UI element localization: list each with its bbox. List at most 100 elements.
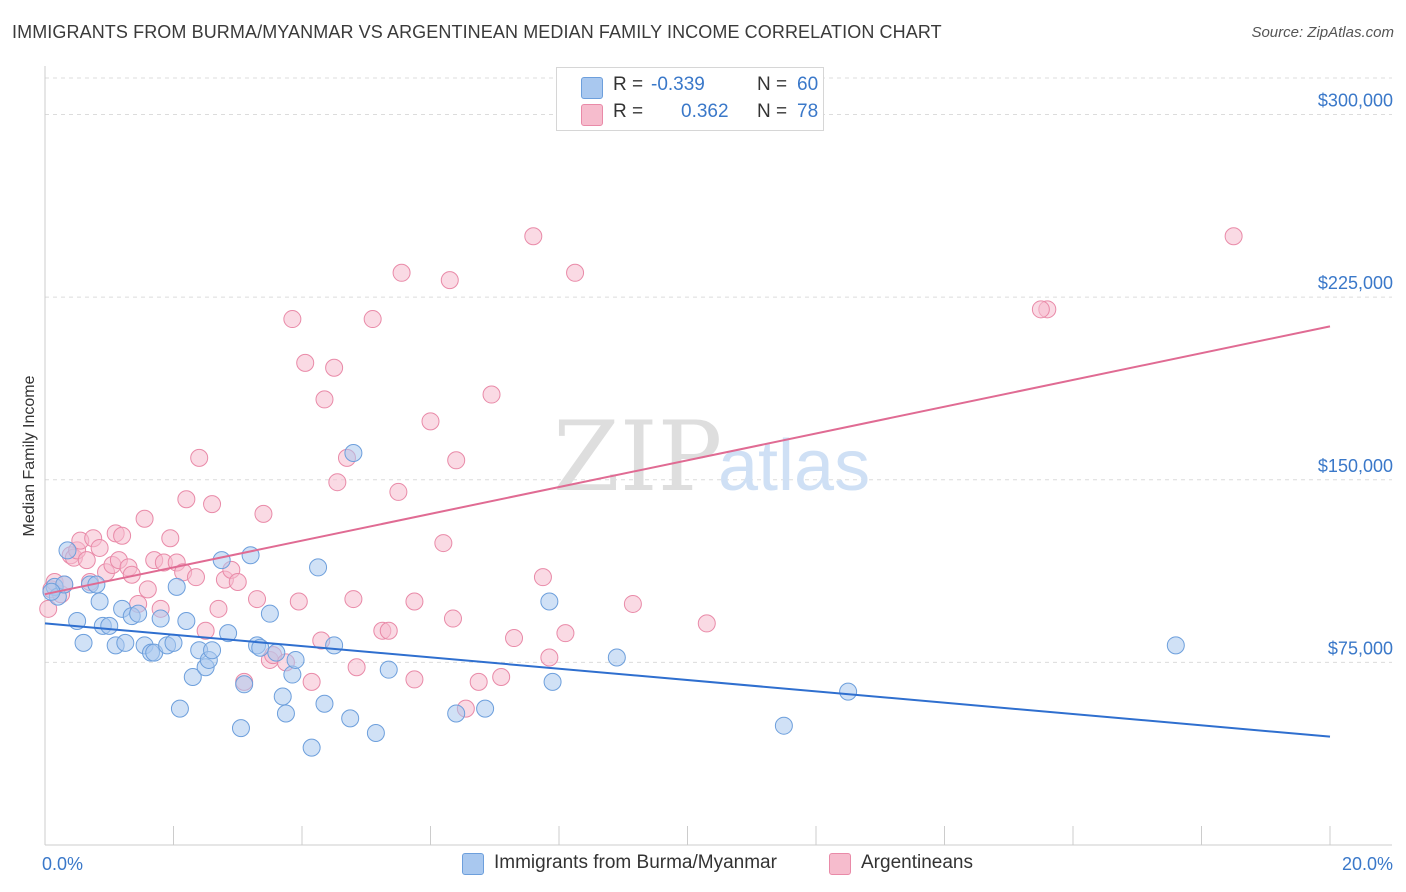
legend-swatch-blue [581, 77, 603, 99]
argentineans-point [623, 594, 642, 613]
burma-point [267, 643, 286, 662]
burma-point [276, 704, 295, 723]
argentineans-point [186, 568, 205, 587]
argentineans-point [566, 263, 585, 282]
burma-point [543, 672, 562, 691]
burma-point [540, 592, 559, 611]
argentineans-point [556, 624, 575, 643]
burma-point [283, 665, 302, 684]
burma-point [315, 694, 334, 713]
burma-point [260, 604, 279, 623]
argentineans-point [482, 385, 501, 404]
argentineans-point [389, 482, 408, 501]
argentineans-point [363, 310, 382, 329]
burma-point [302, 738, 321, 757]
argentineans-point [328, 473, 347, 492]
legend-n-label: N = [757, 101, 788, 122]
legend-n-label: N = [757, 74, 788, 95]
argentineans-point [405, 592, 424, 611]
argentineans-point [440, 271, 459, 290]
legend-r-label: R = [613, 101, 644, 122]
burma-point [447, 704, 466, 723]
watermark-atlas: atlas [718, 426, 870, 506]
burma-point [170, 699, 189, 718]
burma-point [273, 687, 292, 706]
legend-r-value: -0.339 [651, 74, 705, 95]
trendlines [44, 325, 1331, 738]
bottom-legend-swatch-pink [829, 853, 851, 875]
burma-point [164, 633, 183, 652]
argentineans-point [344, 590, 363, 609]
burma-point [341, 709, 360, 728]
y-tick-label: $225,000 [1318, 273, 1393, 293]
bottom-legend-swatch-blue [462, 853, 484, 875]
argentineans-point [315, 390, 334, 409]
burma-point [839, 682, 858, 701]
argentineans-point [405, 670, 424, 689]
argentineans-point [203, 495, 222, 514]
burma-point [219, 624, 238, 643]
argentineans-point [209, 599, 228, 618]
argentineans-point [161, 529, 180, 548]
burma-point [58, 541, 77, 560]
argentineans-point [492, 667, 511, 686]
burma-point [607, 648, 626, 667]
burma-point [177, 611, 196, 630]
axes [44, 66, 1392, 846]
burma-point [309, 558, 328, 577]
grid-lines [45, 77, 1392, 663]
argentineans-point [283, 310, 302, 329]
argentineans-point [302, 672, 321, 691]
argentineans-point [447, 451, 466, 470]
argentineans-point [90, 538, 109, 557]
argentineans-point [540, 648, 559, 667]
correlation-legend: R = -0.339 N = 60 R = 0.362 N = 78 [556, 67, 824, 131]
burma-points [42, 443, 1185, 757]
argentineans-point [190, 448, 209, 467]
burma-point [231, 719, 250, 738]
watermark-zip: ZIP [553, 401, 722, 513]
argentineans-point [77, 551, 96, 570]
legend-r-value: 0.362 [681, 101, 729, 122]
legend-n-value: 78 [797, 101, 819, 122]
argentineans-point [228, 573, 247, 592]
argentineans-point [135, 509, 154, 528]
argentineans-point [296, 353, 315, 372]
y-axis-label: Median Family Income [21, 375, 38, 536]
argentineans-point [347, 658, 366, 677]
burma-point [167, 577, 186, 596]
argentineans-point [254, 504, 273, 523]
x-tick-label: 20.0% [1342, 854, 1393, 874]
argentineans-point [289, 592, 308, 611]
burma-point [74, 633, 93, 652]
x-tick-label: 0.0% [42, 854, 83, 874]
argentineans-point [379, 621, 398, 640]
burma-point [379, 660, 398, 679]
argentineans-point [248, 590, 267, 609]
burma-point [366, 723, 385, 742]
argentineans-point [392, 263, 411, 282]
source-label: Source: ZipAtlas.com [1251, 24, 1394, 41]
argentineans-point [434, 534, 453, 553]
legend-swatch-pink [581, 104, 603, 126]
burma-point [100, 616, 119, 635]
legend-n-value: 60 [797, 74, 819, 95]
argentineans-point [421, 412, 440, 431]
y-tick-labels: $75,000 $150,000 $225,000 $300,000 [1318, 91, 1393, 659]
argentineans-point [325, 358, 344, 377]
bottom-legend-label-argentineans: Argentineans [861, 852, 973, 873]
y-tick-label: $300,000 [1318, 91, 1393, 111]
argentineans-point [443, 609, 462, 628]
argentineans-point [505, 629, 524, 648]
argentineans-point [697, 614, 716, 633]
argentineans-point [524, 227, 543, 246]
argentineans-point [196, 621, 215, 640]
y-tick-label: $150,000 [1318, 456, 1393, 476]
x-tick-labels: 0.0% 20.0% [42, 854, 1393, 874]
argentineans-point [533, 568, 552, 587]
argentineans-point [113, 526, 132, 545]
argentineans-point [469, 672, 488, 691]
burma-point [476, 699, 495, 718]
argentineans-point [1224, 227, 1243, 246]
